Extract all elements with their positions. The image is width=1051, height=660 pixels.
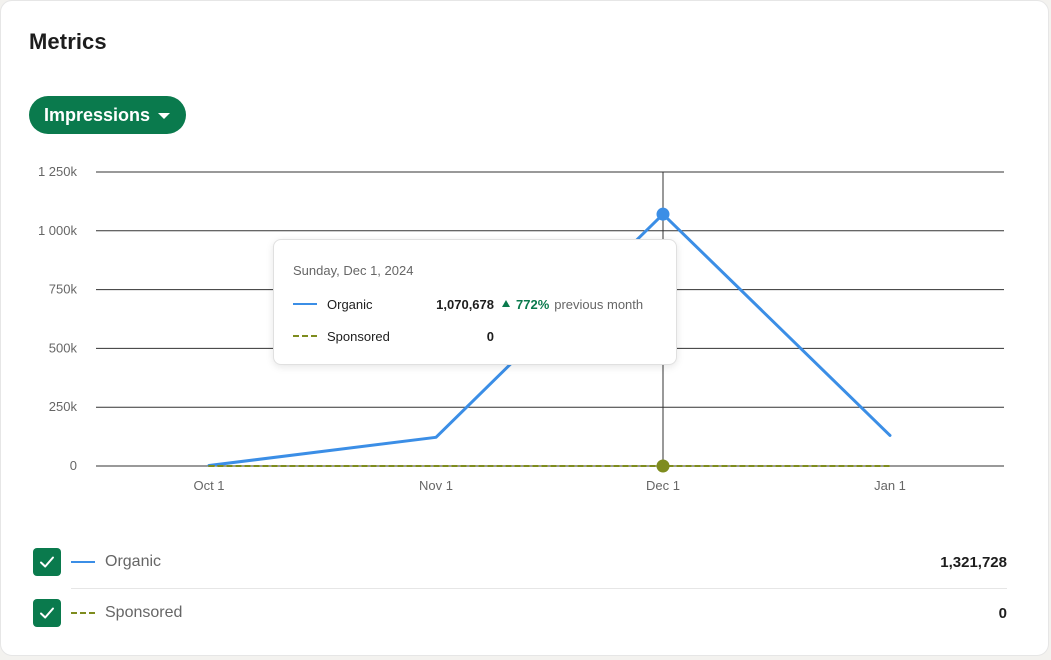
legend-label: Sponsored xyxy=(105,604,183,621)
tooltip-series-value: 0 xyxy=(486,328,494,344)
sponsored-checkbox[interactable] xyxy=(33,599,61,627)
caret-down-icon xyxy=(158,113,171,119)
x-tick-label: Jan 1 xyxy=(874,478,906,493)
metric-selector-button[interactable]: Impressions xyxy=(29,96,187,134)
organic-checkbox[interactable] xyxy=(33,548,61,576)
legend-divider xyxy=(71,588,1007,589)
y-tick-label: 1 250k xyxy=(38,164,78,179)
tooltip-series-name: Sponsored xyxy=(327,328,390,344)
organic-line-icon xyxy=(71,561,95,563)
tooltip-row-organic: Organic 1,070,678 772% previous month xyxy=(293,295,663,313)
x-tick-label: Nov 1 xyxy=(419,478,453,493)
triangle-up-icon xyxy=(502,300,510,307)
legend-label: Organic xyxy=(105,553,162,570)
sponsored-line-icon xyxy=(71,612,95,614)
sponsored-swatch-icon xyxy=(293,335,317,337)
tooltip-series-name: Organic xyxy=(327,296,373,312)
hover-point-sponsored xyxy=(656,459,670,473)
chart-tooltip: Sunday, Dec 1, 2024 Organic 1,070,678 77… xyxy=(273,239,677,365)
x-tick-label: Oct 1 xyxy=(193,478,224,493)
y-tick-label: 500k xyxy=(49,340,78,355)
y-tick-label: 0 xyxy=(70,458,77,473)
checkmark-icon xyxy=(40,607,54,619)
organic-swatch-icon xyxy=(293,303,317,305)
tooltip-date: Sunday, Dec 1, 2024 xyxy=(293,263,414,278)
hover-point-organic xyxy=(656,207,670,221)
x-tick-label: Dec 1 xyxy=(646,478,680,493)
tooltip-row-sponsored: Sponsored 0 xyxy=(293,327,663,345)
legend-item-sponsored: Sponsored 0 xyxy=(33,598,1007,628)
legend-total: 1,321,728 xyxy=(940,553,1007,571)
tooltip-change-text: previous month xyxy=(554,296,644,312)
metric-selector-label: Impressions xyxy=(44,104,151,125)
y-tick-label: 250k xyxy=(49,399,78,414)
y-tick-label: 1 000k xyxy=(38,223,78,238)
checkmark-icon xyxy=(40,556,54,568)
legend-total: 0 xyxy=(998,604,1007,622)
tooltip-series-value: 1,070,678 xyxy=(436,296,494,312)
card-title: Metrics xyxy=(29,29,107,54)
legend-item-organic: Organic 1,321,728 xyxy=(33,547,1007,577)
y-tick-label: 750k xyxy=(49,282,78,297)
tooltip-change-pct: 772% xyxy=(516,296,550,312)
